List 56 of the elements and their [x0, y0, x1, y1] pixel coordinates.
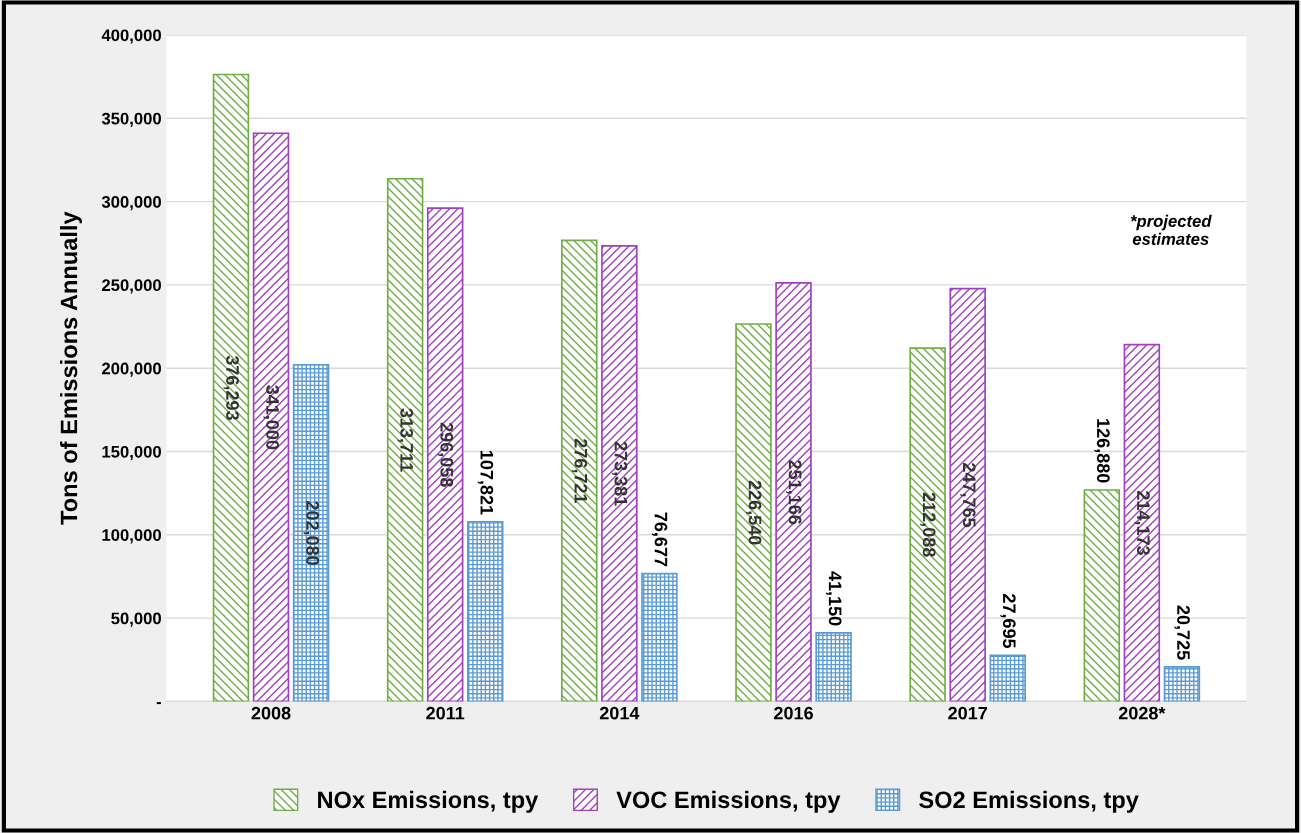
y-tick-label: 400,000 — [101, 29, 161, 44]
y-tick-label: 200,000 — [102, 362, 161, 377]
data-label: 376,293 — [223, 355, 239, 420]
y-tick-label: 350,000 — [101, 112, 161, 127]
data-label: 296,058 — [437, 422, 454, 487]
x-tick-label: 2028* — [1118, 706, 1166, 720]
bar — [426, 207, 464, 702]
data-label: 214,173 — [1134, 490, 1150, 555]
bar — [292, 363, 330, 702]
data-label: 276,721 — [571, 438, 588, 504]
bar — [989, 654, 1027, 702]
bar — [909, 347, 946, 702]
x-tick-label: 2016 — [774, 706, 813, 720]
legend-label: NOx Emissions, tpy — [318, 790, 539, 813]
bar — [601, 245, 638, 702]
bar — [561, 239, 598, 702]
bar — [386, 177, 424, 702]
data-label: 126,880 — [1094, 419, 1110, 483]
bar — [1083, 489, 1121, 702]
bar — [735, 323, 772, 702]
data-label: 41,150 — [826, 571, 842, 626]
data-label: 76,677 — [651, 512, 668, 567]
legend-label: SO2 Emissions, tpy — [919, 790, 1139, 813]
data-label: 247,765 — [960, 462, 976, 528]
data-label: 20,725 — [1174, 605, 1190, 660]
bar — [467, 520, 504, 702]
bar — [252, 132, 290, 702]
data-label: 27,695 — [1000, 593, 1016, 649]
data-label: 341,000 — [263, 385, 279, 450]
x-tick-label: 2011 — [426, 706, 465, 720]
bar — [1163, 666, 1201, 702]
y-tick-label: 250,000 — [102, 279, 161, 294]
bar — [949, 287, 986, 702]
y-tick-label: 50,000 — [111, 612, 161, 627]
y-tick-label: 150,000 — [102, 445, 161, 461]
data-label: 202,080 — [303, 501, 320, 565]
bar — [775, 282, 812, 702]
y-tick-label: - — [156, 702, 161, 705]
annotation: *projected estimates — [1130, 214, 1212, 245]
x-tick-label: 2017 — [948, 706, 987, 720]
bar — [815, 631, 852, 702]
data-label: 107,821 — [477, 450, 494, 515]
legend-label: VOC Emissions, tpy — [616, 790, 841, 813]
data-label: 226,540 — [746, 480, 762, 545]
y-axis-title: Tons of Emissions Annually — [59, 211, 82, 525]
y-tick-label: 300,000 — [101, 195, 161, 211]
bar — [212, 73, 250, 702]
data-label: 212,088 — [920, 492, 936, 557]
x-tick-label: 2008 — [251, 706, 291, 720]
data-label: 273,381 — [611, 441, 628, 506]
bar — [1123, 343, 1161, 702]
x-tick-label: 2014 — [599, 706, 640, 720]
y-tick-label: 100,000 — [102, 529, 161, 544]
data-label: 251,166 — [786, 460, 802, 525]
bar — [641, 572, 678, 702]
data-label: 313,711 — [397, 408, 414, 472]
